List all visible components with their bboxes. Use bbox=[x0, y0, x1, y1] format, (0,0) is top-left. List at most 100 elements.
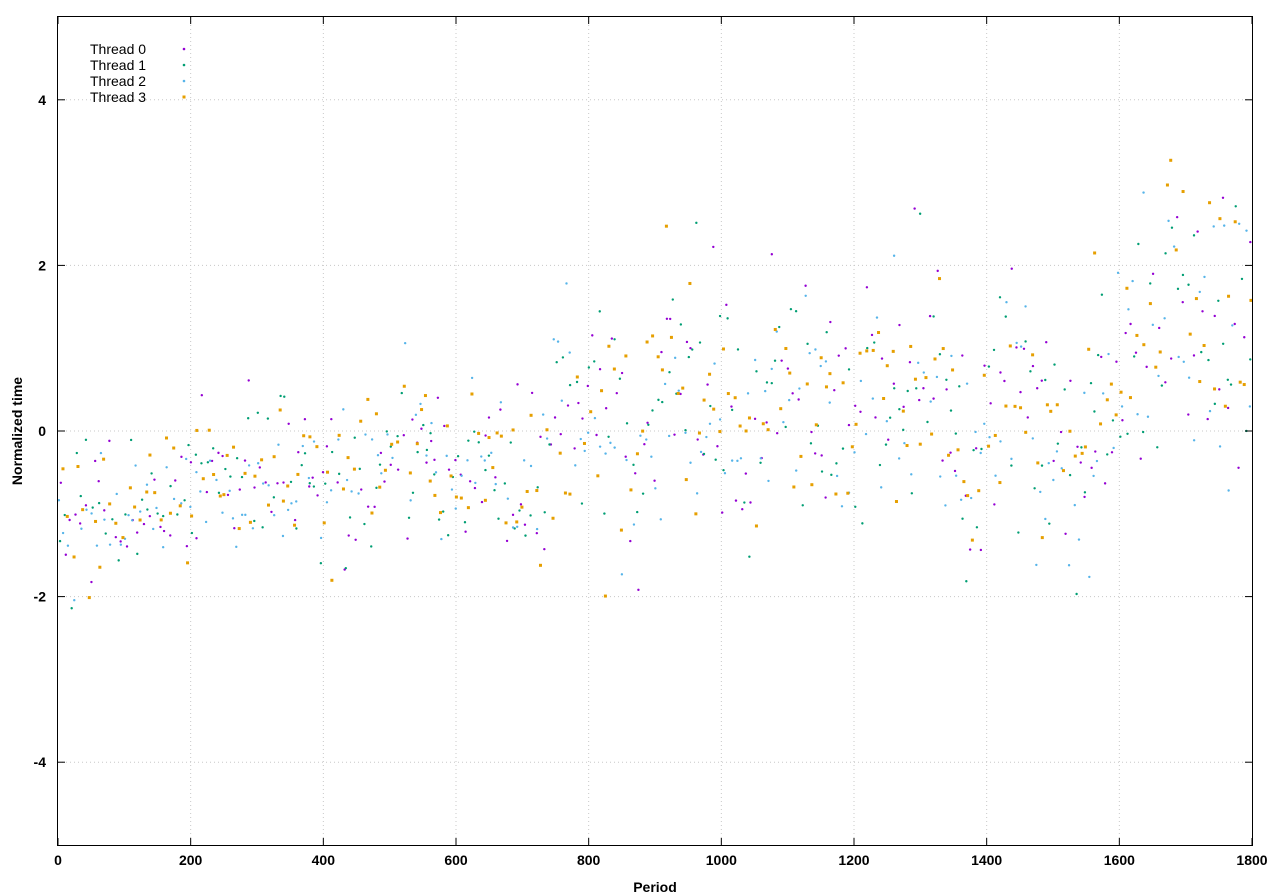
data-point bbox=[180, 455, 183, 459]
data-point bbox=[1045, 340, 1048, 344]
data-point bbox=[992, 348, 996, 352]
data-point bbox=[87, 596, 91, 600]
data-point bbox=[357, 492, 360, 495]
data-point bbox=[1106, 453, 1109, 456]
data-point bbox=[1056, 442, 1060, 445]
data-point bbox=[247, 379, 250, 382]
data-point bbox=[975, 526, 979, 529]
data-point bbox=[835, 474, 839, 478]
data-point bbox=[378, 463, 382, 466]
data-point bbox=[391, 456, 394, 460]
data-point bbox=[450, 488, 454, 491]
data-point bbox=[651, 409, 654, 412]
data-point bbox=[987, 365, 991, 368]
data-point bbox=[854, 505, 857, 508]
data-point bbox=[1181, 190, 1185, 194]
data-point bbox=[1120, 405, 1124, 408]
data-point bbox=[1163, 317, 1166, 320]
data-point bbox=[1073, 454, 1077, 458]
data-point bbox=[956, 448, 960, 452]
data-point bbox=[744, 429, 748, 433]
legend-label: Thread 2 bbox=[90, 73, 146, 89]
data-point bbox=[302, 434, 306, 438]
data-point bbox=[1089, 381, 1093, 385]
data-point bbox=[400, 391, 403, 395]
data-point bbox=[950, 354, 953, 358]
data-point bbox=[679, 392, 682, 396]
data-point bbox=[1019, 406, 1023, 410]
data-point bbox=[994, 474, 997, 477]
data-point bbox=[439, 511, 443, 515]
data-point bbox=[713, 362, 716, 365]
data-point bbox=[1172, 245, 1176, 248]
x-tick-label: 0 bbox=[54, 852, 62, 868]
data-point bbox=[677, 389, 680, 392]
data-point bbox=[1080, 446, 1083, 449]
data-point bbox=[155, 506, 158, 510]
data-point bbox=[73, 598, 76, 602]
data-point bbox=[632, 523, 636, 526]
data-point bbox=[705, 435, 708, 439]
data-point bbox=[519, 503, 523, 506]
data-point bbox=[341, 487, 345, 491]
data-point bbox=[253, 519, 256, 523]
data-point bbox=[325, 501, 329, 504]
data-point bbox=[1116, 271, 1120, 275]
data-point bbox=[928, 314, 932, 318]
data-point bbox=[551, 516, 555, 520]
data-point bbox=[65, 514, 69, 518]
data-point bbox=[969, 496, 973, 500]
data-point bbox=[228, 489, 231, 493]
data-point bbox=[222, 493, 226, 497]
data-point bbox=[379, 451, 383, 455]
data-point bbox=[491, 466, 495, 470]
data-point bbox=[875, 316, 879, 319]
data-point bbox=[684, 431, 687, 434]
x-tick-label: 600 bbox=[444, 852, 468, 868]
data-point bbox=[1243, 336, 1246, 339]
data-point bbox=[563, 491, 567, 495]
data-point bbox=[539, 435, 542, 439]
data-point bbox=[829, 320, 832, 324]
data-point bbox=[966, 494, 970, 498]
data-point bbox=[944, 504, 947, 507]
data-point bbox=[244, 513, 247, 517]
data-point bbox=[153, 478, 156, 481]
data-point bbox=[1134, 351, 1138, 354]
data-point bbox=[906, 389, 909, 393]
data-point bbox=[765, 381, 769, 384]
data-point bbox=[1223, 404, 1227, 408]
data-point bbox=[833, 388, 836, 392]
data-point bbox=[190, 514, 194, 518]
data-point bbox=[390, 442, 394, 446]
data-point bbox=[651, 334, 655, 338]
data-point bbox=[1079, 461, 1082, 464]
data-point bbox=[987, 444, 991, 448]
data-point bbox=[1242, 383, 1246, 387]
data-point bbox=[134, 464, 137, 467]
data-point bbox=[468, 480, 472, 483]
data-point bbox=[1126, 432, 1129, 435]
data-point bbox=[918, 212, 922, 215]
data-point bbox=[142, 522, 146, 526]
data-point bbox=[1240, 277, 1244, 281]
data-point bbox=[221, 454, 224, 458]
data-point bbox=[718, 314, 722, 318]
data-point bbox=[454, 507, 457, 510]
data-point bbox=[253, 474, 257, 478]
x-tick-label: 200 bbox=[179, 852, 203, 868]
data-point bbox=[1088, 575, 1091, 579]
data-point bbox=[696, 438, 699, 441]
data-point bbox=[108, 502, 112, 506]
data-point bbox=[283, 395, 286, 398]
data-point bbox=[108, 543, 112, 546]
data-point bbox=[396, 468, 400, 471]
data-point bbox=[91, 506, 94, 509]
data-point bbox=[706, 383, 709, 386]
data-point bbox=[278, 408, 282, 412]
data-point bbox=[801, 504, 804, 507]
data-point bbox=[804, 284, 807, 287]
data-point bbox=[1249, 298, 1253, 302]
data-point bbox=[654, 487, 657, 490]
data-point bbox=[870, 333, 874, 337]
